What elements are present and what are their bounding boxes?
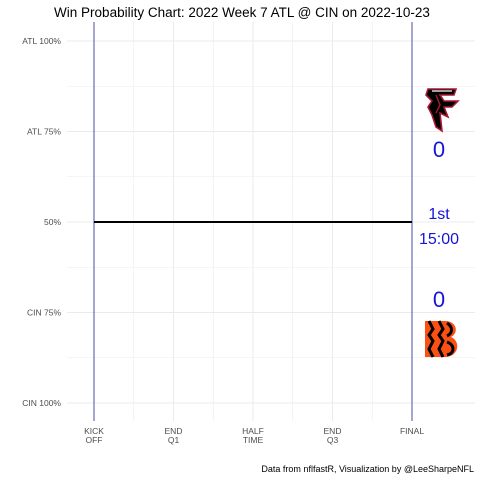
chart-title: Win Probability Chart: 2022 Week 7 ATL @… bbox=[54, 5, 430, 20]
x-tick-label: OFF bbox=[86, 435, 103, 445]
x-tick-label: TIME bbox=[243, 435, 264, 445]
y-tick-label: CIN 75% bbox=[27, 308, 61, 318]
y-tick-label: CIN 100% bbox=[22, 398, 61, 408]
x-tick-label: END bbox=[324, 426, 342, 436]
y-axis: ATL 100% ATL 75% 50% CIN 75% CIN 100% bbox=[22, 36, 61, 408]
game-quarter: 1st bbox=[428, 206, 450, 223]
x-tick-label: KICK bbox=[84, 426, 104, 436]
chart-caption: Data from nflfastR, Visualization by @Le… bbox=[261, 464, 474, 474]
y-tick-label: ATL 100% bbox=[22, 36, 61, 46]
home-score: 0 bbox=[433, 287, 445, 312]
x-tick-label: HALF bbox=[242, 426, 264, 436]
y-tick-label: 50% bbox=[44, 217, 61, 227]
away-score: 0 bbox=[433, 137, 445, 162]
game-clock: 15:00 bbox=[419, 231, 459, 248]
y-tick-label: ATL 75% bbox=[27, 127, 61, 137]
x-tick-label: Q1 bbox=[168, 435, 180, 445]
x-tick-label: FINAL bbox=[400, 426, 424, 436]
x-tick-label: Q3 bbox=[327, 435, 339, 445]
falcons-logo bbox=[425, 88, 460, 133]
x-tick-label: END bbox=[165, 426, 183, 436]
bengals-logo bbox=[425, 320, 458, 358]
